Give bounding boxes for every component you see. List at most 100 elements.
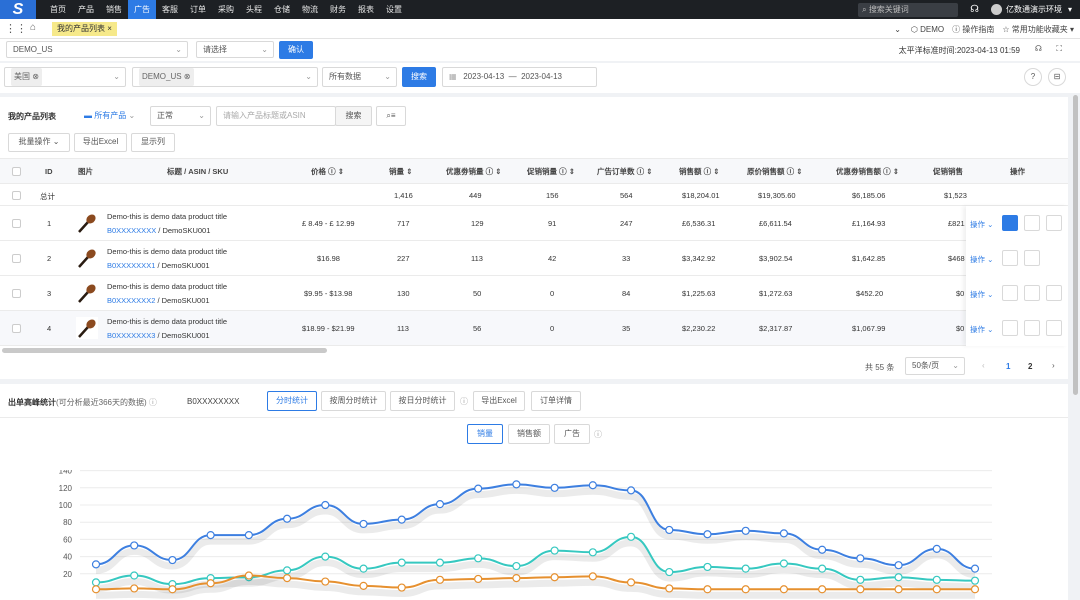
generic-select[interactable]: 请选择 ⌄ bbox=[196, 41, 274, 58]
data-point[interactable] bbox=[244, 571, 253, 580]
data-point[interactable] bbox=[321, 577, 330, 586]
product-search-button[interactable]: 搜索 bbox=[335, 106, 372, 126]
ops-dropdown[interactable]: 操作 ⌄ bbox=[970, 325, 994, 334]
country-select[interactable]: 美国 ⊗ ⌄ bbox=[4, 67, 126, 87]
data-point[interactable] bbox=[474, 574, 483, 584]
data-point[interactable] bbox=[779, 529, 789, 538]
account-select[interactable]: DEMO_US ⌄ bbox=[6, 41, 188, 58]
metric-ads-tab[interactable]: 广告 bbox=[554, 424, 590, 444]
data-point[interactable] bbox=[359, 581, 368, 590]
product-title[interactable]: Demo-this is demo data product title bbox=[107, 212, 228, 221]
book-icon[interactable]: ⊟ bbox=[1048, 68, 1066, 86]
bar-chart-icon[interactable] bbox=[1024, 320, 1040, 336]
data-scope-select[interactable]: 所有数据 ⌄ bbox=[322, 67, 397, 87]
status-select[interactable]: 正常 ⌄ bbox=[150, 106, 211, 126]
help-icon[interactable]: ⓘ bbox=[148, 398, 157, 407]
data-point[interactable] bbox=[397, 515, 406, 524]
ops-dropdown[interactable]: 操作 ⌄ bbox=[970, 255, 994, 264]
headset-icon[interactable]: ☊ bbox=[1034, 44, 1042, 53]
line-chart-icon[interactable] bbox=[1002, 285, 1018, 301]
menu-item[interactable]: 销售 bbox=[106, 5, 122, 14]
data-point[interactable] bbox=[665, 584, 674, 593]
data-point[interactable] bbox=[626, 532, 636, 541]
data-point[interactable] bbox=[588, 572, 597, 581]
data-point[interactable] bbox=[512, 561, 521, 571]
col-sales[interactable]: 销量 ⇕ bbox=[389, 167, 413, 176]
menu-item[interactable]: 仓储 bbox=[274, 5, 290, 14]
chevron-down-icon[interactable]: ⌄ bbox=[894, 24, 901, 34]
data-point[interactable] bbox=[932, 544, 941, 553]
menu-item[interactable]: 财务 bbox=[330, 5, 346, 14]
col-revenue[interactable]: 销售额 ⓘ ⇕ bbox=[679, 167, 720, 176]
menu-item[interactable]: 报表 bbox=[358, 5, 374, 14]
data-point[interactable] bbox=[932, 585, 941, 594]
page-size-select[interactable]: 50条/页 ⌄ bbox=[905, 357, 965, 375]
data-point[interactable] bbox=[206, 530, 215, 540]
metric-sales-tab[interactable]: 销量 bbox=[467, 424, 503, 444]
product-title[interactable]: Demo-this is demo data product title bbox=[107, 282, 228, 291]
help-icon[interactable]: ⓘ bbox=[594, 430, 602, 439]
data-point[interactable] bbox=[665, 567, 674, 577]
data-point[interactable] bbox=[779, 585, 789, 594]
page-1[interactable]: 1 bbox=[1006, 362, 1011, 371]
data-point[interactable] bbox=[741, 526, 750, 535]
bar-chart-icon[interactable] bbox=[1024, 250, 1040, 266]
data-point[interactable] bbox=[550, 573, 559, 582]
date-range-picker[interactable]: ▦ 2023-04-13 — 2023-04-13 bbox=[442, 67, 597, 87]
tab-weekly-hourly[interactable]: 按周分时统计 bbox=[321, 391, 386, 411]
data-point[interactable] bbox=[818, 545, 827, 554]
table-scrollbar[interactable] bbox=[2, 348, 327, 353]
data-point[interactable] bbox=[91, 560, 101, 569]
caret-down-icon[interactable]: ▾ bbox=[1069, 24, 1074, 34]
user-name[interactable]: 亿数通演示环境 bbox=[1005, 5, 1062, 14]
data-point[interactable] bbox=[512, 573, 521, 583]
data-point[interactable] bbox=[321, 552, 330, 561]
global-search-input[interactable]: ⌕ 搜索关键词 bbox=[858, 2, 959, 17]
data-point[interactable] bbox=[359, 564, 368, 573]
advanced-search-icon[interactable]: ⌕≡ bbox=[376, 106, 406, 126]
data-point[interactable] bbox=[894, 561, 903, 570]
line-chart-icon[interactable] bbox=[1002, 215, 1018, 231]
product-image[interactable] bbox=[76, 282, 98, 304]
product-search-input[interactable]: 请输入产品标题或ASIN bbox=[216, 106, 336, 126]
product-asin[interactable]: B0XXXXXXX3 / DemoSKU001 bbox=[107, 331, 210, 340]
order-detail-button[interactable]: 订单详情 bbox=[531, 391, 581, 411]
ops-dropdown[interactable]: 操作 ⌄ bbox=[970, 290, 994, 299]
data-point[interactable] bbox=[435, 558, 445, 567]
export-excel-button[interactable]: 导出Excel bbox=[74, 133, 127, 152]
row-checkbox[interactable] bbox=[12, 191, 21, 200]
fullscreen-icon[interactable]: ⛶ bbox=[1056, 44, 1062, 53]
col-discount-sales[interactable]: 促销销量 ⓘ ⇕ bbox=[527, 167, 575, 176]
column-chart-icon[interactable] bbox=[1046, 215, 1062, 231]
data-point[interactable] bbox=[282, 573, 292, 583]
demo-label[interactable]: DEMO bbox=[920, 24, 945, 34]
product-image[interactable] bbox=[76, 212, 98, 234]
col-ad-orders[interactable]: 广告订单数 ⓘ ⇕ bbox=[597, 167, 653, 176]
data-point[interactable] bbox=[397, 558, 406, 567]
row-checkbox[interactable] bbox=[12, 289, 21, 298]
next-page-icon[interactable]: › bbox=[1052, 361, 1055, 370]
headset-icon[interactable]: ☊ bbox=[970, 4, 979, 15]
menu-item[interactable]: 采购 bbox=[218, 5, 234, 14]
data-point[interactable] bbox=[626, 578, 636, 587]
apps-grid-icon[interactable]: ⋮⋮ bbox=[5, 23, 27, 35]
data-point[interactable] bbox=[168, 555, 177, 565]
data-point[interactable] bbox=[474, 554, 483, 563]
menu-item[interactable]: 设置 bbox=[386, 5, 402, 14]
page-scrollbar[interactable] bbox=[1073, 95, 1078, 395]
tab-daily-hourly[interactable]: 按日分时统计 bbox=[390, 391, 455, 411]
folder-select[interactable]: ▬ 所有产品 ⌄ bbox=[84, 111, 136, 120]
data-point[interactable] bbox=[397, 583, 406, 592]
data-point[interactable] bbox=[206, 579, 215, 588]
data-point[interactable] bbox=[626, 486, 636, 495]
data-point[interactable] bbox=[512, 480, 521, 489]
bar-chart-icon[interactable] bbox=[1024, 285, 1040, 301]
col-promo-sales[interactable]: 优惠劵销量 ⓘ ⇕ bbox=[446, 167, 502, 176]
close-icon[interactable]: ⊗ bbox=[32, 72, 39, 81]
data-point[interactable] bbox=[665, 525, 674, 535]
data-point[interactable] bbox=[588, 548, 597, 557]
column-chart-icon[interactable] bbox=[1046, 285, 1062, 301]
data-point[interactable] bbox=[282, 566, 292, 575]
metric-revenue-tab[interactable]: 销售额 bbox=[508, 424, 550, 444]
help-icon[interactable]: ⓘ bbox=[460, 397, 468, 406]
